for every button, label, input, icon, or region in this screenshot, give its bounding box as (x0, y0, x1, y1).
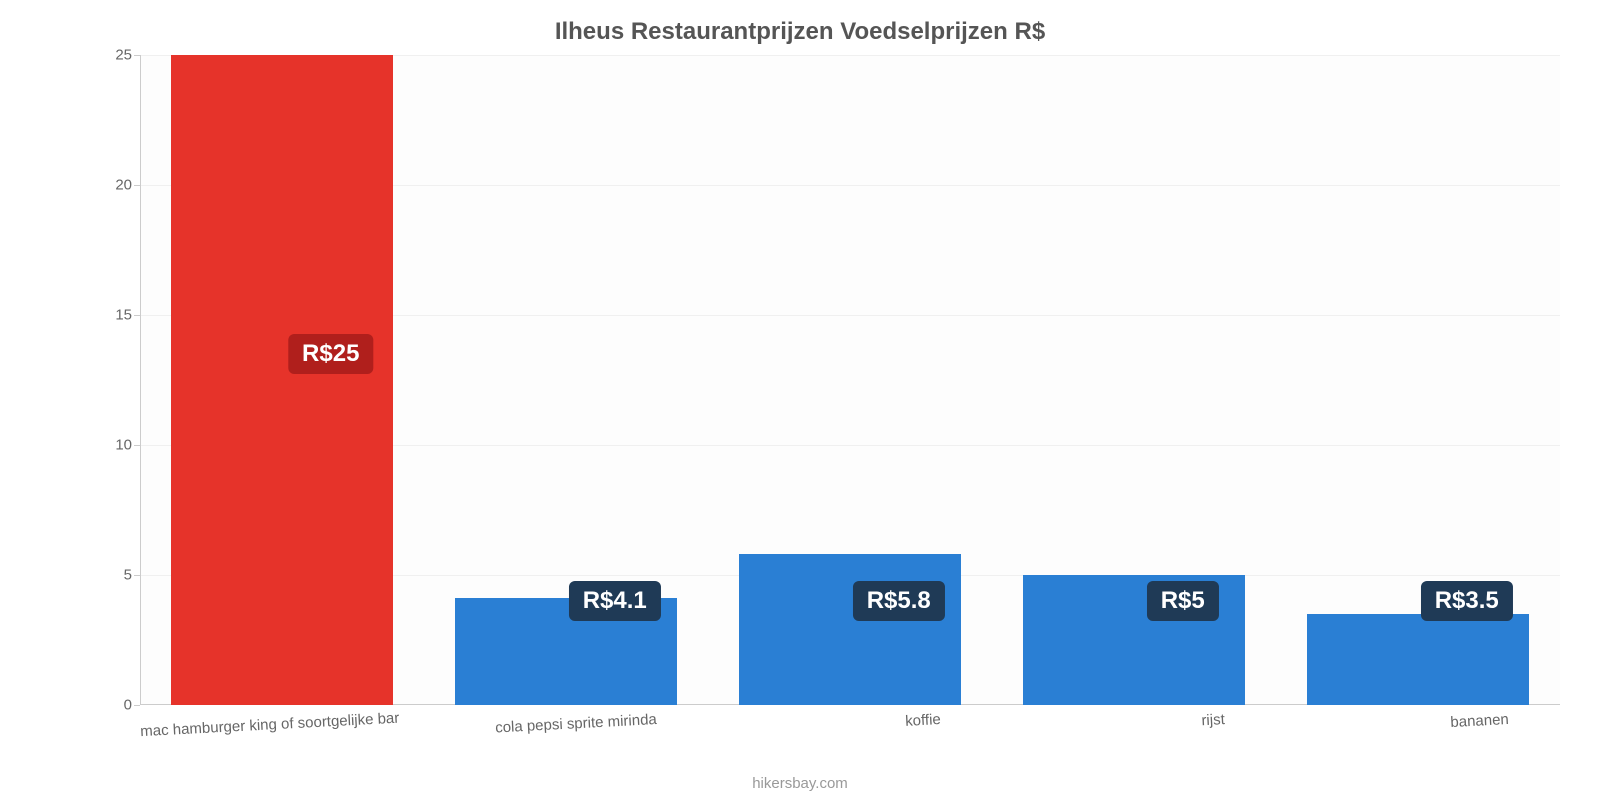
bar (1307, 614, 1529, 705)
chart-title: Ilheus Restaurantprijzen Voedselprijzen … (0, 0, 1600, 46)
value-badge: R$5 (1147, 581, 1219, 621)
value-badge: R$25 (288, 334, 373, 374)
ytick-label: 25 (72, 47, 132, 64)
bar (739, 554, 961, 705)
ytick-label: 5 (72, 567, 132, 584)
ytick-label: 15 (72, 307, 132, 324)
attribution-text: hikersbay.com (0, 775, 1600, 792)
ytick-label: 20 (72, 177, 132, 194)
value-badge: R$3.5 (1421, 581, 1513, 621)
ytick-mark (134, 705, 140, 706)
ytick-label: 10 (72, 437, 132, 454)
value-badge: R$5.8 (853, 581, 945, 621)
y-axis-line (140, 55, 141, 705)
ytick-label: 0 (72, 697, 132, 714)
bar (171, 55, 393, 705)
value-badge: R$4.1 (569, 581, 661, 621)
plot-area: R$25R$4.1R$5.8R$5R$3.5 mac hamburger kin… (140, 55, 1560, 705)
